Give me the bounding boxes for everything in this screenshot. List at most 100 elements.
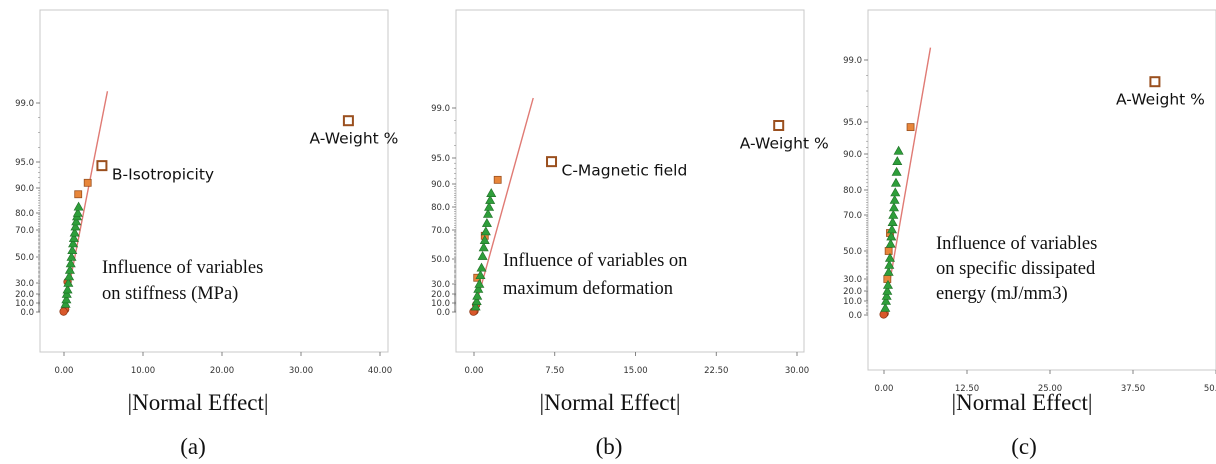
y-tick-label: 90.0 [15, 184, 34, 194]
plot-frame [39, 9, 389, 353]
y-tick-label: 95.0 [431, 154, 450, 164]
annotation-text: maximum deformation [503, 279, 673, 299]
y-tick-label: 99.0 [431, 104, 450, 114]
y-tick-label: 50.0 [431, 255, 450, 265]
y-tick-label: 0.0 [848, 311, 862, 321]
y-tick-label: 90.0 [843, 150, 862, 160]
x-tick-label: 30.00 [785, 366, 809, 376]
x-tick-label: 40.00 [368, 366, 392, 376]
y-tick-label: 70.0 [431, 226, 450, 236]
error-point [892, 156, 903, 165]
chart-panel-a: 0.010.020.030.0 50.0 70.0 80.0 90.0 95.0 99.0 0… [15, 9, 399, 459]
error-point [884, 252, 895, 262]
error-point [481, 217, 492, 227]
negative-effect-point [59, 307, 68, 316]
error-point [885, 238, 896, 248]
y-tick-label: 20.0 [15, 290, 34, 300]
error-point [486, 188, 497, 197]
x-axis-label: |Normal Effect| [540, 390, 681, 415]
error-point [72, 207, 83, 217]
error-point [883, 266, 894, 276]
x-tick-label: 50.00 [1204, 384, 1216, 394]
error-point [480, 226, 491, 236]
error-point [880, 302, 891, 312]
annotation-text: on specific dissipated [936, 259, 1096, 279]
error-point [69, 227, 80, 237]
y-tick-label: 20.0 [843, 287, 862, 297]
annotation-text: Influence of variables [936, 234, 1097, 254]
y-tick-label: 99.0 [843, 56, 862, 66]
error-point [889, 194, 900, 204]
labeled-effect-point [1149, 76, 1161, 88]
plot-frame [867, 9, 1216, 371]
effect-point [74, 190, 83, 199]
effect-point [906, 123, 915, 132]
x-tick-label: 10.00 [131, 366, 155, 376]
effect-point [83, 178, 92, 187]
y-tick-label: 10.0 [431, 299, 450, 309]
x-tick-label: 25.00 [1038, 384, 1062, 394]
error-point [68, 232, 79, 242]
y-tick-label: 90.0 [431, 180, 450, 190]
x-tick-label: 15.00 [623, 366, 647, 376]
error-point [475, 270, 486, 280]
error-point [67, 245, 78, 255]
effect-label: C-Magnetic field [562, 162, 688, 180]
x-tick-label: 7.50 [545, 366, 564, 376]
error-point [61, 294, 72, 304]
x-tick-label: 20.00 [210, 366, 234, 376]
labeled-effect-point [546, 156, 558, 168]
error-point [473, 283, 484, 293]
y-tick-label: 50.0 [15, 253, 34, 263]
y-tick-label: 50.0 [843, 247, 862, 257]
error-point [66, 251, 77, 261]
error-point [478, 242, 489, 252]
y-tick-label: 20.0 [431, 290, 450, 300]
error-point [471, 296, 482, 305]
error-point [61, 288, 72, 298]
effect-label: B-Isotropicity [112, 166, 214, 184]
error-point [477, 250, 488, 260]
annotation-text: on stiffness (MPa) [102, 284, 238, 304]
annotation-text: Influence of variables on [503, 251, 687, 271]
panel-caption: (c) [1011, 434, 1037, 459]
effect-point [493, 175, 502, 184]
y-tick-label: 95.0 [15, 158, 34, 168]
x-axis-label: |Normal Effect| [128, 390, 269, 415]
error-point [886, 224, 897, 234]
effect-label: A-Weight % [310, 130, 399, 148]
panel-caption: (a) [180, 434, 206, 459]
plot-frame [455, 9, 805, 353]
error-point [71, 216, 82, 226]
error-point [60, 298, 71, 308]
error-point [485, 194, 496, 204]
error-point [479, 235, 490, 244]
error-point [890, 187, 901, 197]
error-point [474, 278, 485, 288]
effect-point [884, 247, 893, 255]
error-point [68, 238, 79, 248]
error-point [890, 177, 901, 187]
error-point [73, 201, 84, 211]
fit-line [883, 47, 932, 316]
error-point [482, 208, 494, 218]
error-point [884, 259, 895, 269]
error-point [888, 209, 899, 219]
y-tick-label: 80.0 [843, 186, 862, 196]
error-point [888, 202, 899, 212]
labeled-effect-point [342, 115, 354, 127]
panel-caption: (b) [596, 434, 623, 459]
error-point [64, 271, 75, 281]
y-tick-label: 30.0 [431, 280, 450, 290]
y-tick-label: 0.0 [20, 308, 34, 318]
y-tick-label: 0.0 [436, 308, 450, 318]
error-point [70, 221, 81, 231]
chart-panel-b: 0.010.020.030.0 50.0 70.0 80.0 90.0 95.0 99.0 0… [431, 9, 829, 459]
error-point [882, 285, 893, 295]
x-axis-label: |Normal Effect| [952, 390, 1093, 415]
labeled-effect-point [773, 120, 785, 131]
y-tick-label: 99.0 [15, 99, 34, 109]
error-point [886, 231, 897, 241]
error-point [484, 201, 495, 211]
